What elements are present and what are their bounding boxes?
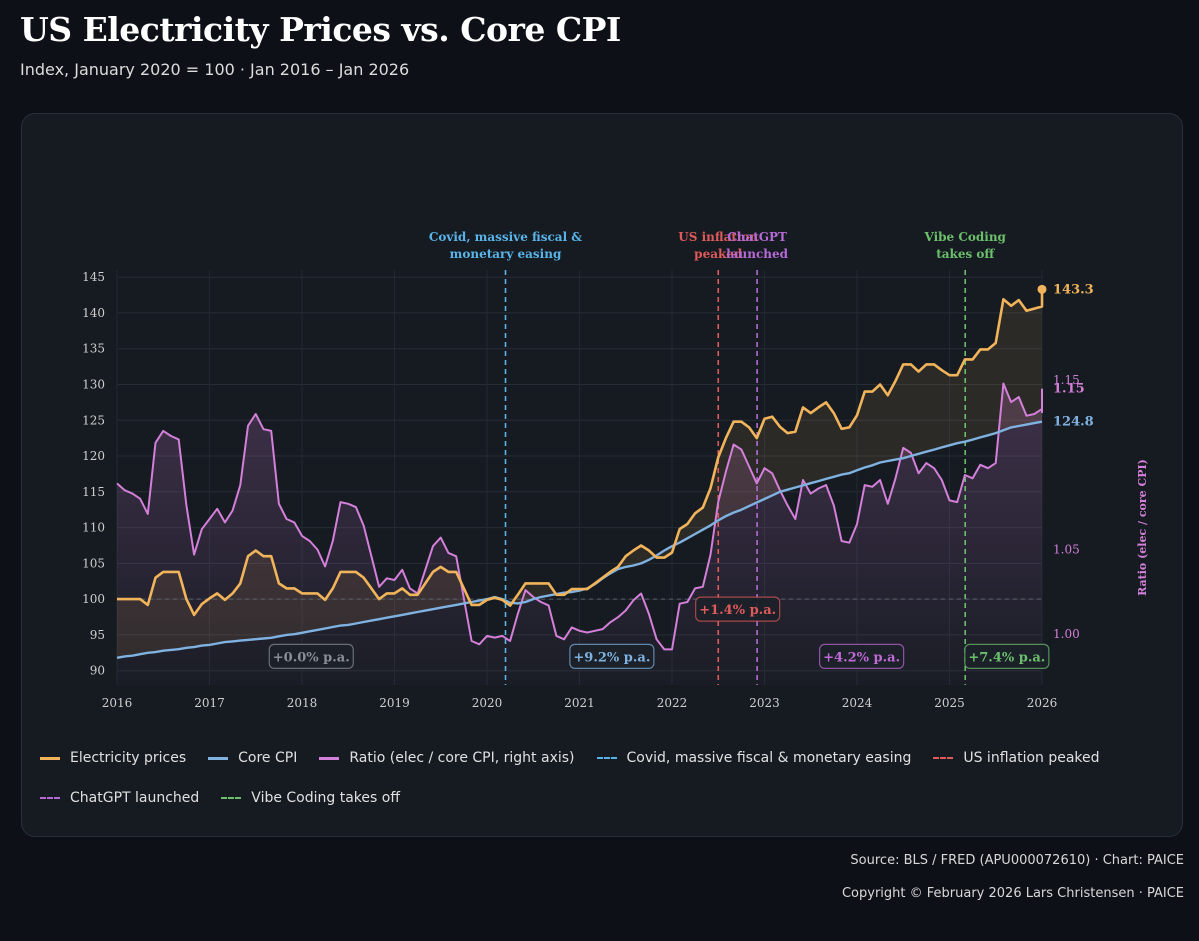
legend-label: ChatGPT launched — [70, 790, 200, 806]
core-cpi-end-label: 124.8 — [1053, 415, 1094, 430]
vibe-event-label: Vibe Coding — [923, 230, 1006, 244]
y-tick-label: 120 — [82, 449, 105, 463]
period-badge — [569, 643, 655, 669]
electricity-cpi-gap-fill — [117, 289, 1042, 658]
period-badge — [964, 643, 1050, 669]
x-tick-label: 2016 — [102, 696, 133, 710]
legend-item-core_cpi[interactable]: Core CPI — [208, 748, 297, 768]
x-tick-label: 2021 — [564, 696, 595, 710]
y-tick-label: 140 — [82, 306, 105, 320]
y-tick-label: 100 — [82, 592, 105, 606]
vibe-event-label: takes off — [936, 247, 995, 261]
x-tick-label: 2025 — [934, 696, 965, 710]
source-note: Source: BLS / FRED (APU000072610) · Char… — [850, 853, 1184, 868]
period-badge — [268, 643, 354, 669]
legend-item-covid[interactable]: Covid, massive fiscal & monetary easing — [596, 748, 912, 768]
legend-label: Electricity prices — [70, 750, 187, 766]
y2-tick-label: 1.05 — [1053, 542, 1080, 556]
legend-item-vibe[interactable]: Vibe Coding takes off — [221, 788, 400, 808]
legend-item-electricity[interactable]: Electricity prices — [40, 748, 186, 768]
legend-item-chatgpt[interactable]: ChatGPT launched — [40, 788, 199, 808]
x-tick-label: 2022 — [657, 696, 688, 710]
y-tick-label: 125 — [82, 413, 105, 427]
electricity-end-marker — [1037, 284, 1047, 294]
copyright-note: Copyright © February 2026 Lars Christens… — [841, 886, 1184, 901]
legend-label: US inflation peaked — [963, 750, 1100, 766]
x-tick-label: 2026 — [1027, 696, 1058, 710]
legend-label: Core CPI — [238, 750, 298, 766]
legend-swatch — [221, 797, 242, 799]
legend-swatch — [596, 757, 617, 759]
period-badge-label: +0.0% p.a. — [273, 650, 350, 665]
x-tick-label: 2017 — [194, 696, 225, 710]
y-tick-label: 90 — [90, 664, 105, 678]
x-tick-label: 2023 — [749, 696, 780, 710]
y-tick-label: 105 — [82, 556, 105, 570]
ratio-area-fill — [117, 383, 1042, 685]
y-tick-label: 130 — [82, 377, 105, 391]
y-tick-label: 95 — [90, 628, 105, 642]
y-tick-label: 135 — [82, 342, 105, 356]
x-tick-label: 2024 — [842, 696, 873, 710]
y-tick-label: 145 — [82, 270, 105, 284]
x-tick-label: 2018 — [287, 696, 318, 710]
y2-tick-label: 1.15 — [1053, 373, 1080, 387]
period-badge-label: +9.2% p.a. — [573, 650, 650, 665]
legend-item-ratio[interactable]: Ratio (elec / core CPI, right axis) — [319, 748, 575, 768]
electricity-end-label: 143.3 — [1053, 282, 1094, 297]
legend-swatch — [40, 797, 60, 799]
legend-label: Vibe Coding takes off — [251, 790, 400, 806]
y2-tick-label: 1.00 — [1053, 627, 1080, 641]
electricity-line — [117, 289, 1044, 617]
y-tick-label: 110 — [82, 521, 105, 535]
core-cpi-line — [116, 420, 1043, 659]
y-tick-label: 115 — [82, 485, 105, 499]
legend-item-inflation[interactable]: US inflation peaked — [933, 748, 1100, 768]
legend-label: Ratio (elec / core CPI, right axis) — [349, 750, 575, 766]
chart-subtitle: Index, January 2020 = 100 · Jan 2016 – J… — [20, 60, 410, 79]
ratio-end-label: 1.15 — [1053, 382, 1085, 397]
inflation-event-label: peaked — [694, 247, 743, 261]
chart-title: US Electricity Prices vs. Core CPI — [20, 10, 621, 49]
chatgpt-event-label: launched — [726, 247, 788, 261]
period-badge-label: +1.4% p.a. — [699, 603, 776, 618]
y2-axis-label: Ratio (elec / core CPI) — [1136, 459, 1149, 596]
covid-event-label: monetary easing — [450, 247, 562, 261]
period-badge — [819, 643, 905, 669]
legend-swatch — [208, 756, 229, 760]
period-badge-label: +7.4% p.a. — [968, 650, 1045, 665]
legend-swatch — [933, 757, 954, 759]
legend-swatch — [319, 756, 340, 760]
legend-swatch — [40, 756, 60, 760]
period-badge — [695, 596, 781, 622]
period-badge-label: +4.2% p.a. — [823, 650, 900, 665]
covid-event-label: Covid, massive fiscal & — [429, 230, 582, 244]
legend: Electricity prices Core CPI Ratio (elec / … — [40, 748, 1160, 808]
line-chart: Covid, massive fiscal & monetary easing US… — [82, 230, 1149, 710]
chatgpt-event-label: ChatGPT — [727, 230, 787, 244]
legend-label: Covid, massive fiscal & monetary easing — [626, 750, 912, 766]
x-tick-label: 2019 — [379, 696, 410, 710]
inflation-event-label: US inflation — [678, 230, 758, 244]
x-tick-label: 2020 — [472, 696, 503, 710]
